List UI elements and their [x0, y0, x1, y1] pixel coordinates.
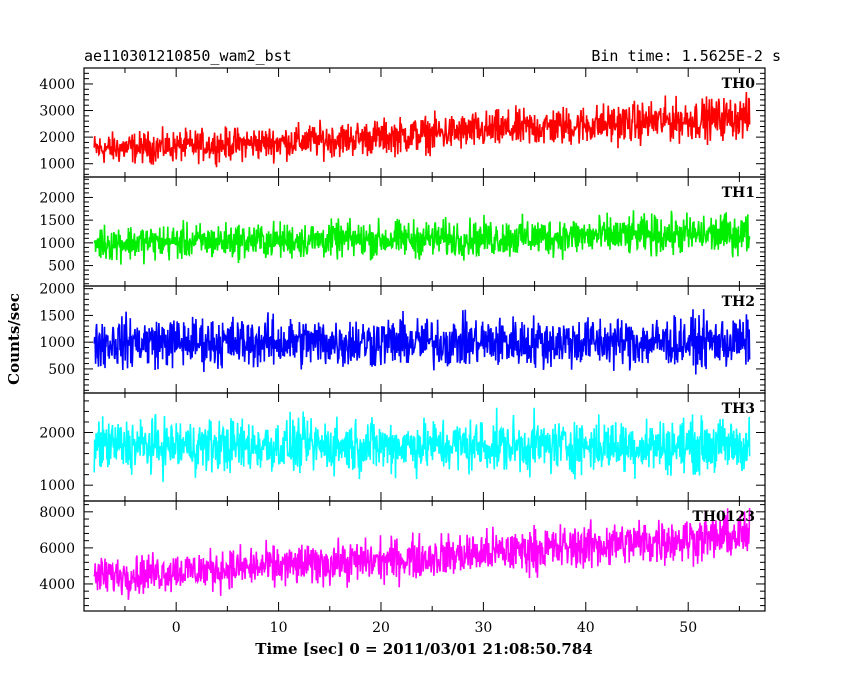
panel-label: TH3 — [722, 401, 755, 417]
panel-th1: 500 1000 1500 2000 TH1 — [39, 176, 766, 287]
y-tick-label: 2000 — [39, 426, 75, 442]
x-tick-label: 30 — [474, 620, 492, 636]
panel-th0: 1000 2000 3000 4000 TH0 — [39, 67, 766, 178]
panel-label: TH0 — [722, 76, 756, 92]
y-tick-label: 4000 — [39, 577, 75, 593]
y-axis-label: Counts/sec — [5, 293, 23, 385]
y-tick-label: 1000 — [39, 157, 75, 173]
series-line-th0123 — [93, 507, 751, 600]
y-tick-label: 500 — [48, 362, 75, 378]
panel-frame — [83, 500, 766, 612]
y-tick-label: 2000 — [39, 282, 75, 298]
panel-label: TH1 — [722, 185, 755, 201]
x-tick-label: 50 — [679, 620, 697, 636]
panel-label: TH0123 — [692, 509, 755, 525]
y-tick-label: 1000 — [39, 478, 75, 494]
y-tick-label: 8000 — [39, 505, 75, 521]
series-line-th0 — [93, 91, 751, 168]
chart-title: ae110301210850_wam2_bst — [84, 47, 292, 65]
y-tick-label: 6000 — [39, 541, 75, 557]
x-tick-label: 0 — [172, 620, 181, 636]
y-tick-label: 2000 — [39, 130, 75, 146]
series-line-th2 — [93, 309, 751, 375]
series-line-th3 — [93, 407, 751, 483]
panel-label: TH2 — [722, 294, 755, 310]
y-tick-label: 4000 — [39, 77, 75, 93]
panel-th2: 500 1000 1500 2000 TH2 — [39, 282, 766, 394]
y-tick-label: 1500 — [39, 308, 75, 324]
x-tick-label: 20 — [372, 620, 390, 636]
y-tick-label: 500 — [48, 259, 75, 275]
y-tick-label: 2000 — [39, 190, 75, 206]
series-line-th1 — [93, 210, 751, 265]
panel-th3: 1000 2000 TH3 — [39, 392, 766, 502]
bin-time-label: Bin time: 1.5625E-2 s — [591, 47, 781, 65]
x-axis-label: Time [sec] 0 = 2011/03/01 21:08:50.784 — [255, 640, 592, 658]
y-tick-label: 3000 — [39, 104, 75, 120]
y-tick-label: 1500 — [39, 213, 75, 229]
y-tick-label: 1000 — [39, 236, 75, 252]
panel-th0123: 4000 6000 8000 TH0123 — [39, 500, 766, 612]
x-tick-label: 40 — [577, 620, 595, 636]
y-tick-label: 1000 — [39, 335, 75, 351]
x-tick-label: 10 — [270, 620, 288, 636]
